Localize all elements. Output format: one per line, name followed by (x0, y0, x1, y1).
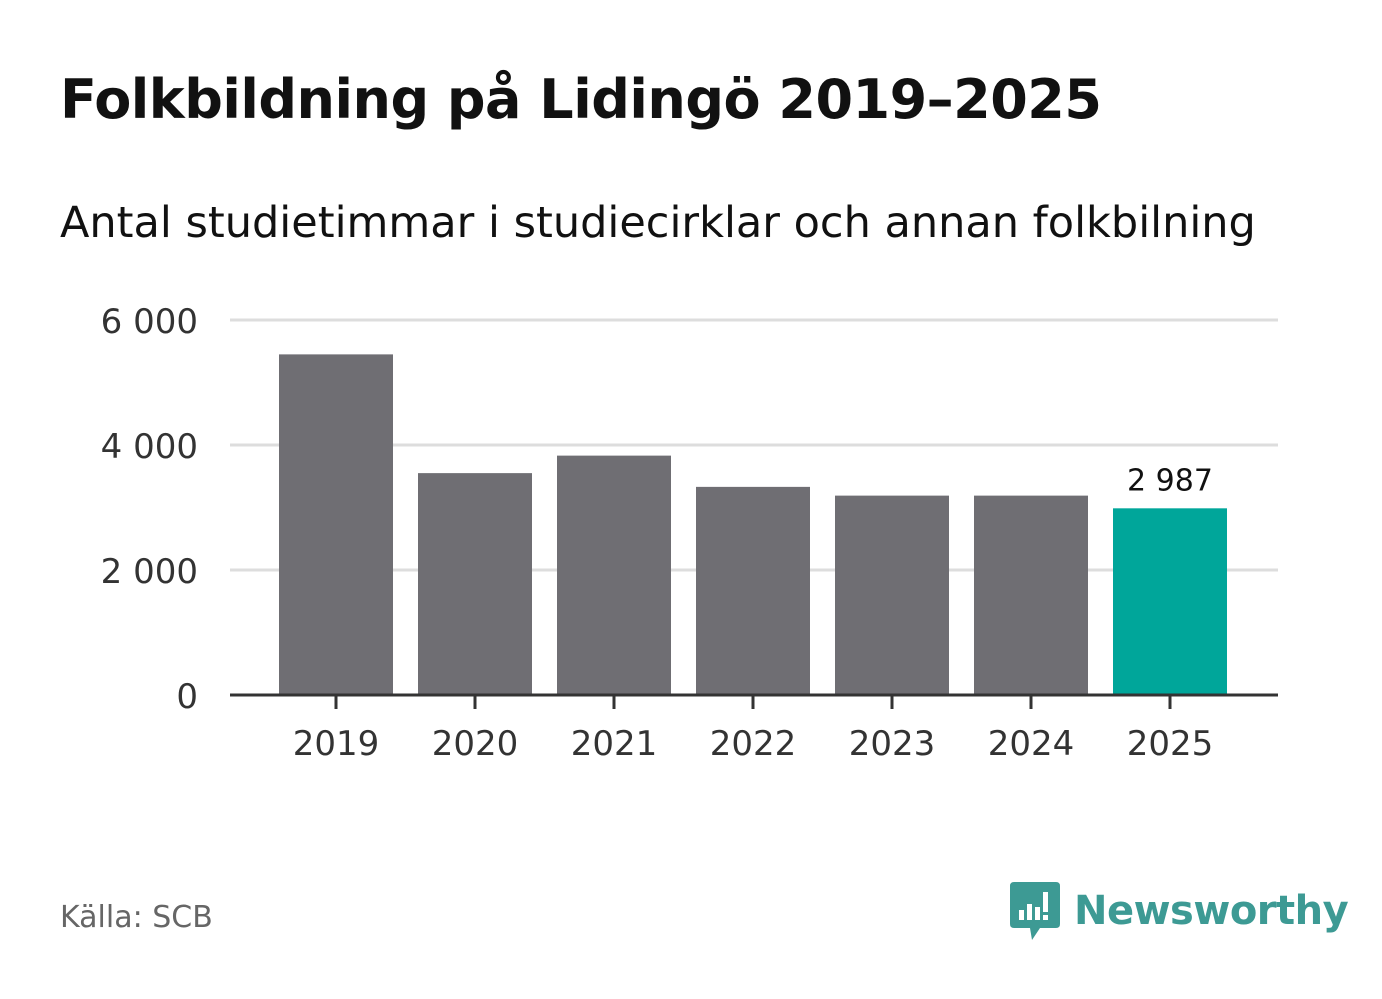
bar-2023 (835, 495, 949, 695)
bars (279, 354, 1227, 695)
bar-2022 (696, 486, 810, 695)
labels: 0 2 000 4 000 6 000 2019 2020 2021 2022 2023 2024… (101, 302, 1214, 764)
bar-2024 (974, 495, 1088, 695)
y-tick-label: 4 000 (101, 427, 198, 467)
y-tick-label: 2 000 (101, 552, 198, 592)
y-tick-label: 0 (176, 677, 198, 717)
x-tick-label: 2023 (849, 724, 936, 764)
x-tick-label: 2020 (432, 724, 519, 764)
bar-2020 (418, 473, 532, 695)
bar-2019 (279, 354, 393, 695)
x-tick-label: 2021 (571, 724, 658, 764)
data-label: 2 987 (1127, 463, 1213, 498)
y-tick-label: 6 000 (101, 302, 198, 342)
bar-2025 (1113, 508, 1227, 695)
chart-title: Folkbildning på Lidingö 2019–2025 (60, 68, 1102, 131)
x-axis (230, 693, 1278, 709)
x-tick-label: 2025 (1127, 724, 1214, 764)
newsworthy-logo: Newsworthy (1008, 878, 1349, 944)
x-tick-label: 2024 (988, 724, 1075, 764)
x-tick-label: 2022 (710, 724, 797, 764)
brand-name: Newsworthy (1074, 888, 1349, 934)
bar-2021 (557, 455, 671, 695)
chart-subtitle: Antal studietimmar i studiecirklar och a… (60, 198, 1256, 248)
newsworthy-logo-icon (1010, 882, 1060, 940)
source-note: Källa: SCB (60, 900, 213, 935)
x-tick-label: 2019 (293, 724, 380, 764)
